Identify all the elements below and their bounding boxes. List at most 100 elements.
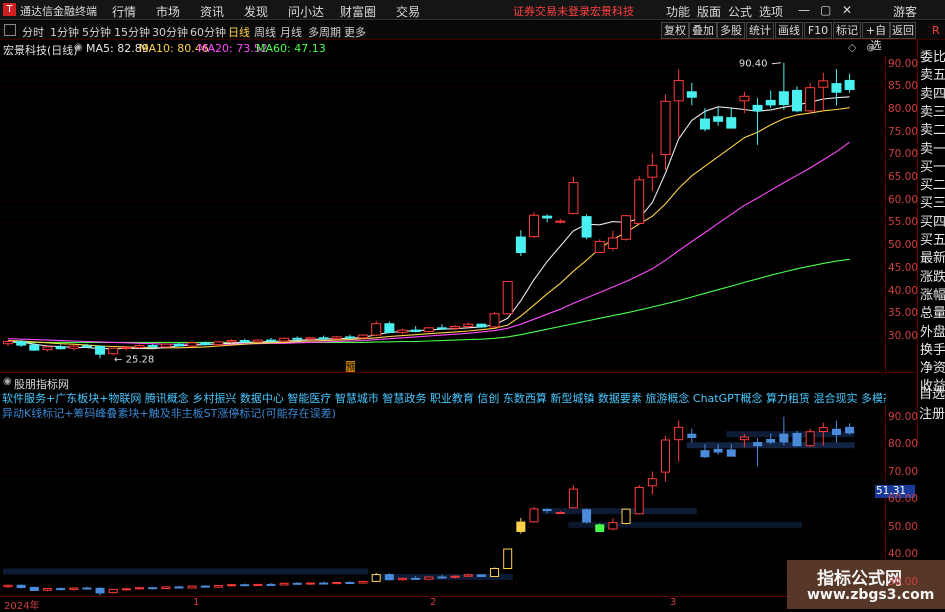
indicator-toggle-icon[interactable]: ◉ xyxy=(3,376,12,387)
candle-body xyxy=(16,340,27,346)
menu-item-options[interactable]: 选项 xyxy=(759,5,784,19)
indicator-tick: 30.00 xyxy=(888,575,919,588)
indicator-price-tag: 51.31 xyxy=(875,485,915,498)
mark-button[interactable]: 标记 xyxy=(833,22,861,39)
menu-icon[interactable] xyxy=(4,24,16,36)
menu-item-news[interactable]: 资讯 xyxy=(200,5,225,19)
price-tick: 70.00 xyxy=(888,148,919,161)
indicator-tick: 40.00 xyxy=(888,548,919,561)
candle-body xyxy=(752,104,763,112)
draw-button[interactable]: 画线 xyxy=(775,22,803,39)
indicator-candle xyxy=(818,427,828,432)
period-tab-5min[interactable]: 5分钟 xyxy=(82,26,111,39)
period-tab-15min[interactable]: 15分钟 xyxy=(114,26,150,39)
candle-body xyxy=(358,334,369,339)
quote-label: 卖五 xyxy=(920,68,945,84)
indicator-candle xyxy=(148,587,158,590)
period-tab-daily[interactable]: 日线 xyxy=(228,26,250,39)
candle-body xyxy=(344,336,355,339)
quote-label: 卖二 xyxy=(920,123,945,139)
indicator-title: 股朋指标网 xyxy=(14,378,69,391)
ma60-label: MA60: 47.13 xyxy=(256,42,326,55)
overlay-button[interactable]: 叠加 xyxy=(689,22,717,39)
indicator-candle xyxy=(845,426,855,434)
period-tab-timeshare[interactable]: 分时 xyxy=(22,26,44,39)
period-tab-more[interactable]: 更多 xyxy=(344,26,366,39)
period-tab-30min[interactable]: 30分钟 xyxy=(152,26,188,39)
period-tab-60min[interactable]: 60分钟 xyxy=(190,26,226,39)
f10-button[interactable]: F10 xyxy=(804,22,832,39)
period-tab-1min[interactable]: 1分钟 xyxy=(50,26,79,39)
multi-stock-button[interactable]: 多股 xyxy=(717,22,745,39)
ma-toggle-icon[interactable]: ◉ xyxy=(74,42,83,53)
minimize-button[interactable]: — xyxy=(798,3,810,17)
candle-body xyxy=(331,336,342,340)
candle-body xyxy=(489,313,500,328)
menu-item-function[interactable]: 功能 xyxy=(666,5,691,19)
trade-login-notice[interactable]: 证券交易未登录 xyxy=(513,5,590,18)
pre-marker-text: 预 xyxy=(346,362,355,372)
r-icon[interactable]: R xyxy=(932,24,940,37)
register-link[interactable]: 注册 xyxy=(919,407,945,422)
indicator-candle xyxy=(42,588,52,591)
indicator-candle xyxy=(108,588,118,594)
indicator-tick: 70.00 xyxy=(888,465,919,478)
adjust-button[interactable]: 复权 xyxy=(661,22,689,39)
watermark-url: www.zbgs3.com xyxy=(807,587,935,603)
candle-body xyxy=(292,337,303,340)
indicator-concepts: 软件服务+广东板块+物联网 腾讯概念 乡村振兴 数据中心 智能医疗 智慧城市 智… xyxy=(2,392,886,405)
period-tab-monthly[interactable]: 月线 xyxy=(280,26,302,39)
menu-item-trade[interactable]: 交易 xyxy=(396,5,421,19)
indicator-candle xyxy=(371,574,381,582)
indicator-candle xyxy=(200,585,210,588)
indicator-tick: 50.00 xyxy=(888,520,919,533)
candlestick-chart[interactable]: 90.40 ← 25.28 预 xyxy=(0,56,886,372)
menu-item-ask[interactable]: 问小达 xyxy=(288,5,325,19)
candle-body xyxy=(660,100,671,155)
candle-body xyxy=(529,214,539,238)
stats-button[interactable]: 统计 xyxy=(746,22,774,39)
price-tick: 60.00 xyxy=(888,193,919,206)
indicator-chart[interactable] xyxy=(0,404,886,596)
x-label-1: 1 xyxy=(193,597,200,608)
menu-item-market[interactable]: 市场 xyxy=(156,5,181,19)
user-label[interactable]: 游客 xyxy=(893,5,918,19)
indicator-candle xyxy=(582,509,592,523)
watermark: 指标公式网 www.zbgs3.com xyxy=(787,560,945,609)
candle-body xyxy=(621,215,632,240)
indicator-candle xyxy=(345,582,355,585)
period-tab-weekly[interactable]: 周线 xyxy=(254,26,276,39)
favorite-link[interactable]: 自选 xyxy=(919,387,945,402)
indicator-candle xyxy=(463,574,473,577)
add-favorite-button[interactable]: +自选 xyxy=(862,22,890,52)
candle-body xyxy=(95,345,106,355)
period-tab-multi[interactable]: 多周期 xyxy=(308,26,341,39)
stock-name: 宏景科技 xyxy=(590,5,634,18)
price-tick: 50.00 xyxy=(888,239,919,252)
candle-body xyxy=(305,337,316,340)
menu-item-wealth[interactable]: 财富圈 xyxy=(340,5,377,19)
close-button[interactable]: ✕ xyxy=(842,3,853,17)
menu-item-discover[interactable]: 发现 xyxy=(244,5,269,19)
candle-body xyxy=(476,323,487,328)
indicator-candle xyxy=(161,586,171,590)
quote-label: 买一 xyxy=(920,159,945,175)
indicator-candle xyxy=(69,587,79,590)
price-tick: 75.00 xyxy=(888,125,919,138)
menu-item-formula[interactable]: 公式 xyxy=(728,5,753,19)
back-button[interactable]: 返回 xyxy=(890,22,916,39)
chart-close-icon[interactable]: ⊗ xyxy=(866,41,876,54)
indicator-candle xyxy=(95,587,105,594)
chip-peak-band xyxy=(3,568,369,575)
candle-body xyxy=(515,236,526,253)
menu-item-layout[interactable]: 版面 xyxy=(697,5,722,19)
maximize-button[interactable]: ▢ xyxy=(820,3,832,17)
quote-label: 外盘 xyxy=(920,324,945,340)
candle-body xyxy=(450,325,461,329)
candle-body xyxy=(818,80,829,88)
candle-body xyxy=(147,345,158,348)
candle-body xyxy=(318,337,329,340)
chart-option-icon[interactable]: ◇ xyxy=(848,41,857,54)
menu-item-quotes[interactable]: 行情 xyxy=(112,5,137,19)
quote-label: 买二 xyxy=(920,178,945,194)
